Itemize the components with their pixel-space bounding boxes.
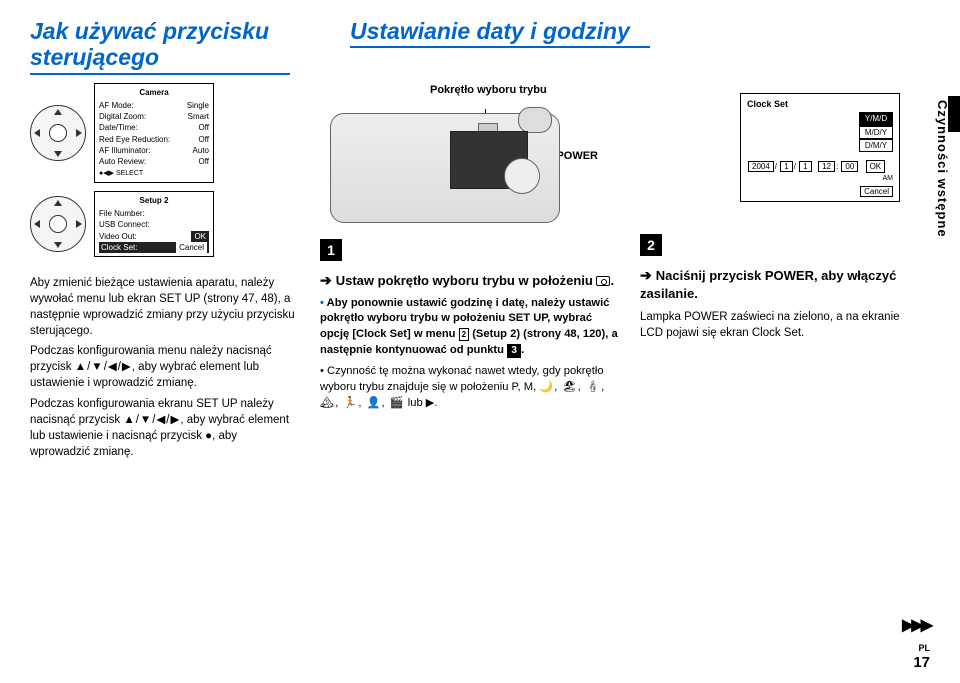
clock-cancel: Cancel <box>860 186 893 197</box>
step-3-mini: 3 <box>507 344 521 358</box>
left-paragraph-3: Podczas konfigurowania ekranu SET UP nal… <box>30 396 300 460</box>
title-left: Jak używać przycisku sterującego <box>30 18 310 71</box>
lcd-row: Digital Zoom:Smart <box>99 111 209 122</box>
title-left-l2: sterującego <box>30 44 159 70</box>
black-note: Czynność tę można wykonać nawet wtedy, g… <box>320 364 620 411</box>
label-mode-dial: Pokrętło wyboru trybu <box>430 83 547 98</box>
camera-illustration: Pokrętło wyboru trybu POWER <box>320 83 580 233</box>
page-lang: PL <box>918 643 930 653</box>
lcd-setup-menu: Setup 2 File Number: USB Connect: Video … <box>94 191 214 257</box>
lcd-row: Red Eye Reduction:Off <box>99 134 209 145</box>
control-pad-icon <box>30 196 86 252</box>
lcd-row: Date/Time:Off <box>99 122 209 133</box>
lcd-row: Clock Set:Cancel <box>99 242 209 253</box>
page-number: 17 <box>913 654 930 671</box>
step2-body: Lampka POWER zaświeci na zielono, a na e… <box>640 309 900 341</box>
step2-heading: ➔Naciśnij przycisk POWER, aby włączyć za… <box>640 266 900 302</box>
clock-opt-ymd: Y/M/D <box>859 112 893 125</box>
lcd-row: Auto Review:Off <box>99 156 209 167</box>
lcd-select-hint: ●◀▶ SELECT <box>99 169 209 179</box>
lcd-camera-menu: Camera AF Mode:Single Digital Zoom:Smart… <box>94 83 214 183</box>
section-sidebar: Czynności wstępne <box>935 100 950 238</box>
control-pad-icon <box>30 105 86 161</box>
lcd-row: Video Out:OK <box>99 231 209 242</box>
blue-note: Aby ponownie ustawić godzinę i datę, nal… <box>320 296 620 359</box>
title-right: Ustawianie daty i godziny <box>350 18 670 44</box>
title-left-l1: Jak używać przycisku <box>30 18 269 44</box>
clock-opt-dmy: D/M/Y <box>859 139 893 152</box>
step-2-badge: 2 <box>640 234 662 256</box>
left-paragraph-2: Podczas konfigurowania menu należy nacis… <box>30 343 300 391</box>
lcd-row: AF Mode:Single <box>99 100 209 111</box>
lcd-camera-title: Camera <box>99 87 209 98</box>
step1-heading: ➔Ustaw pokrętło wyboru trybu w położeniu… <box>320 271 620 290</box>
lcd-row: AF Illuminator:Auto <box>99 145 209 156</box>
lcd-row: File Number: <box>99 208 209 219</box>
left-paragraph-1: Aby zmienić bieżące ustawienia aparatu, … <box>30 275 300 339</box>
header-row: Jak używać przycisku sterującego Ustawia… <box>30 18 930 75</box>
clock-values: 2004/ 1/ 1 12: 00 OK <box>747 160 893 173</box>
camera-mode-icon <box>596 276 610 286</box>
label-power: POWER <box>556 149 598 164</box>
clock-set-screen: Clock Set Y/M/D M/D/Y D/M/Y 2004/ 1/ 1 1… <box>740 93 900 202</box>
arrow-glyphs: ▲/▼/◀/▶ <box>75 361 132 373</box>
arrow-right-icon: ➔ <box>640 267 652 283</box>
title-left-underline <box>30 73 290 75</box>
lcd-setup-title: Setup 2 <box>99 195 209 206</box>
setup2-icon: 2 <box>459 328 469 341</box>
title-right-underline <box>350 46 650 48</box>
clock-opt-mdy: M/D/Y <box>859 126 893 139</box>
step-1-badge: 1 <box>320 239 342 261</box>
lcd-row: USB Connect: <box>99 219 209 230</box>
arrow-right-icon: ➔ <box>320 272 332 288</box>
clock-ok: OK <box>866 160 886 173</box>
continue-mark: ▶▶▶ <box>902 615 930 635</box>
clock-am: AM <box>747 174 893 184</box>
clock-set-title: Clock Set <box>747 98 893 111</box>
arrow-glyphs: ▲/▼/◀/▶ <box>123 414 180 426</box>
